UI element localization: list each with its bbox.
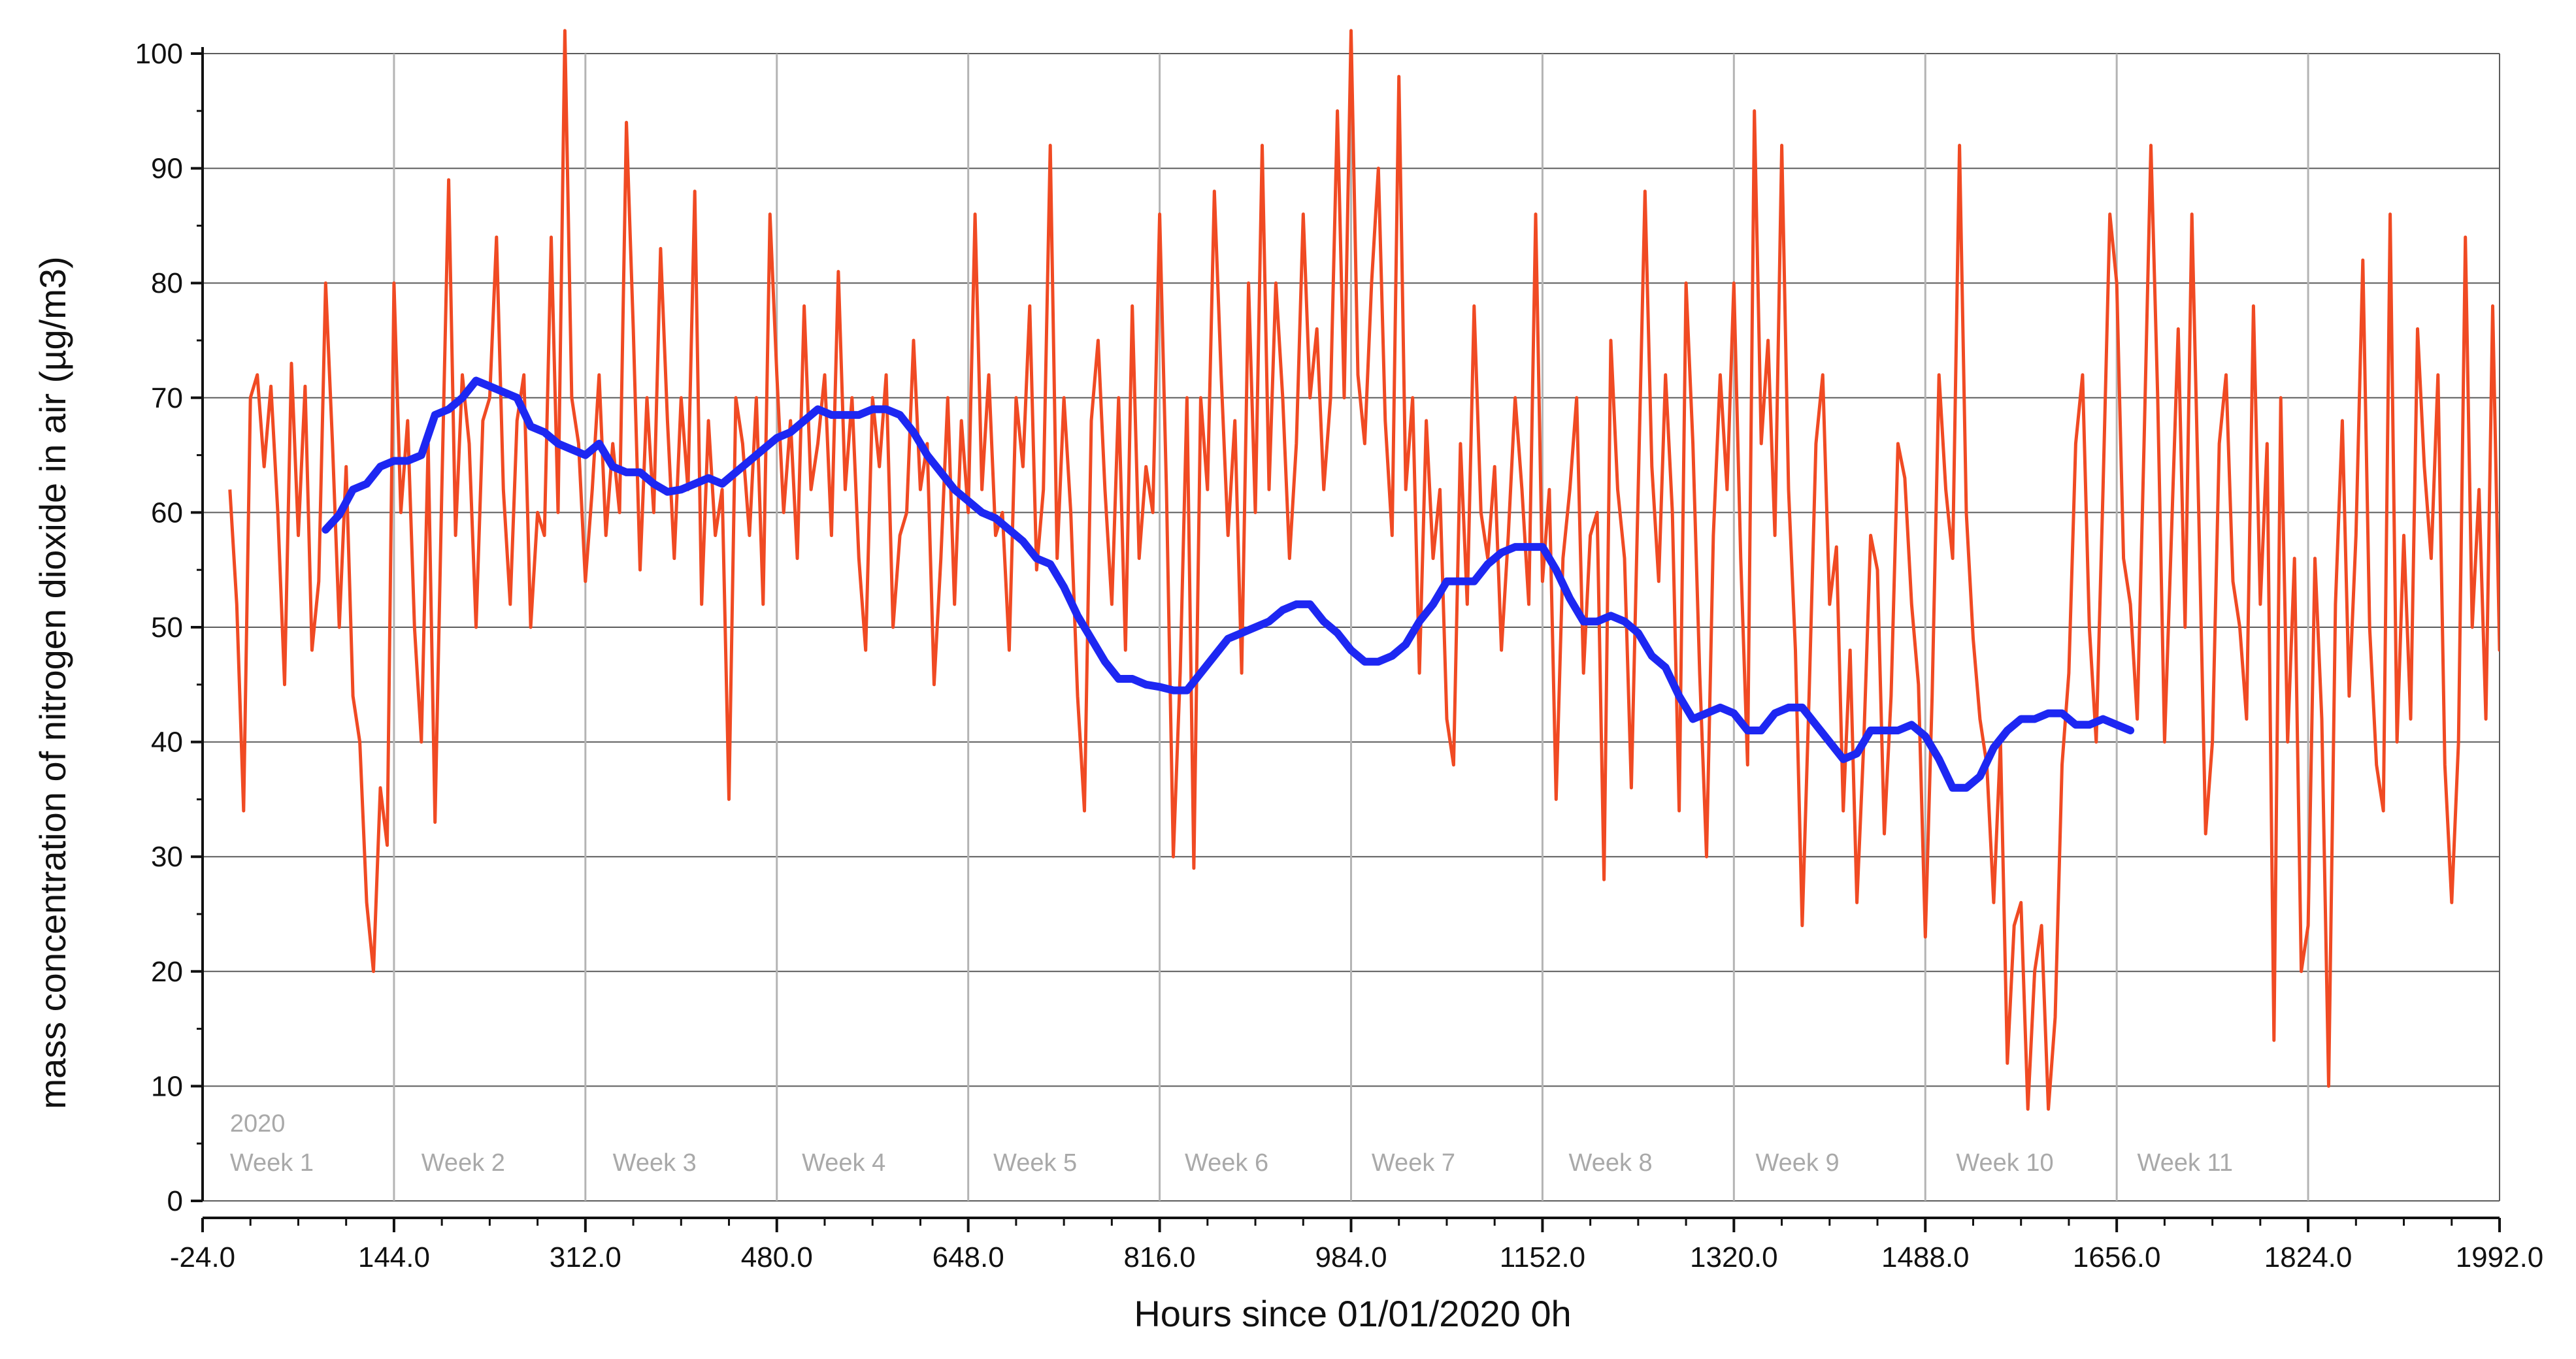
y-tick-label: 100 bbox=[135, 38, 183, 70]
y-tick-label: 90 bbox=[151, 153, 183, 185]
week-label: Week 7 bbox=[1372, 1149, 1455, 1177]
axes: 0 10 20 30 40 50 60 70 80 90 100 -24.0 144.0 312.0 480… bbox=[135, 38, 2544, 1273]
y-axis-title: mass concentration of nitrogen dioxide i… bbox=[32, 256, 73, 1109]
y-tick-label: 0 bbox=[167, 1185, 183, 1217]
year-label: 2020 bbox=[230, 1110, 286, 1138]
y-tick-label: 50 bbox=[151, 612, 183, 644]
x-tick-label: 1992.0 bbox=[2456, 1241, 2544, 1273]
y-tick-label: 30 bbox=[151, 841, 183, 873]
x-tick-label: 144.0 bbox=[358, 1241, 430, 1273]
x-tick-label: 312.0 bbox=[550, 1241, 621, 1273]
week-label: Week 6 bbox=[1185, 1149, 1268, 1177]
y-tick-label: 20 bbox=[151, 956, 183, 988]
series-line-moving-average bbox=[322, 376, 2135, 792]
week-label: Week 4 bbox=[802, 1149, 885, 1177]
x-axis-title: Hours since 01/01/2020 0h bbox=[1134, 1293, 1571, 1334]
week-label: Week 1 bbox=[230, 1149, 314, 1177]
week-label: Week 5 bbox=[993, 1149, 1077, 1177]
x-tick-label: 648.0 bbox=[933, 1241, 1004, 1273]
week-label: Week 11 bbox=[2138, 1149, 2233, 1177]
x-tick-label: 480.0 bbox=[741, 1241, 813, 1273]
week-label: Week 9 bbox=[1755, 1149, 1839, 1177]
x-tick-label: 1824.0 bbox=[2264, 1241, 2353, 1273]
y-tick-label: 10 bbox=[151, 1070, 183, 1102]
y-tick-label: 80 bbox=[151, 267, 183, 299]
x-tick-label: 1152.0 bbox=[1500, 1241, 1585, 1273]
x-tick-label: 816.0 bbox=[1124, 1241, 1196, 1273]
week-label: Week 10 bbox=[1956, 1149, 2053, 1177]
y-tick-label: 40 bbox=[151, 727, 183, 759]
week-label: Week 8 bbox=[1569, 1149, 1653, 1177]
x-tick-label: 1488.0 bbox=[1881, 1241, 1970, 1273]
week-labels: 2020 Week 1 Week 2 Week 3 Week 4 Week 5 Week 6… bbox=[230, 1110, 2233, 1177]
week-label: Week 3 bbox=[613, 1149, 697, 1177]
x-tick-label: 1656.0 bbox=[2073, 1241, 2161, 1273]
x-tick-label: 984.0 bbox=[1315, 1241, 1387, 1273]
week-label: Week 2 bbox=[421, 1149, 505, 1177]
series-lines bbox=[228, 29, 2500, 1111]
y-tick-label: 60 bbox=[151, 497, 183, 529]
y-tick-label: 70 bbox=[151, 382, 183, 414]
x-tick-label: -24.0 bbox=[170, 1241, 235, 1273]
x-tick-label: 1320.0 bbox=[1690, 1241, 1778, 1273]
